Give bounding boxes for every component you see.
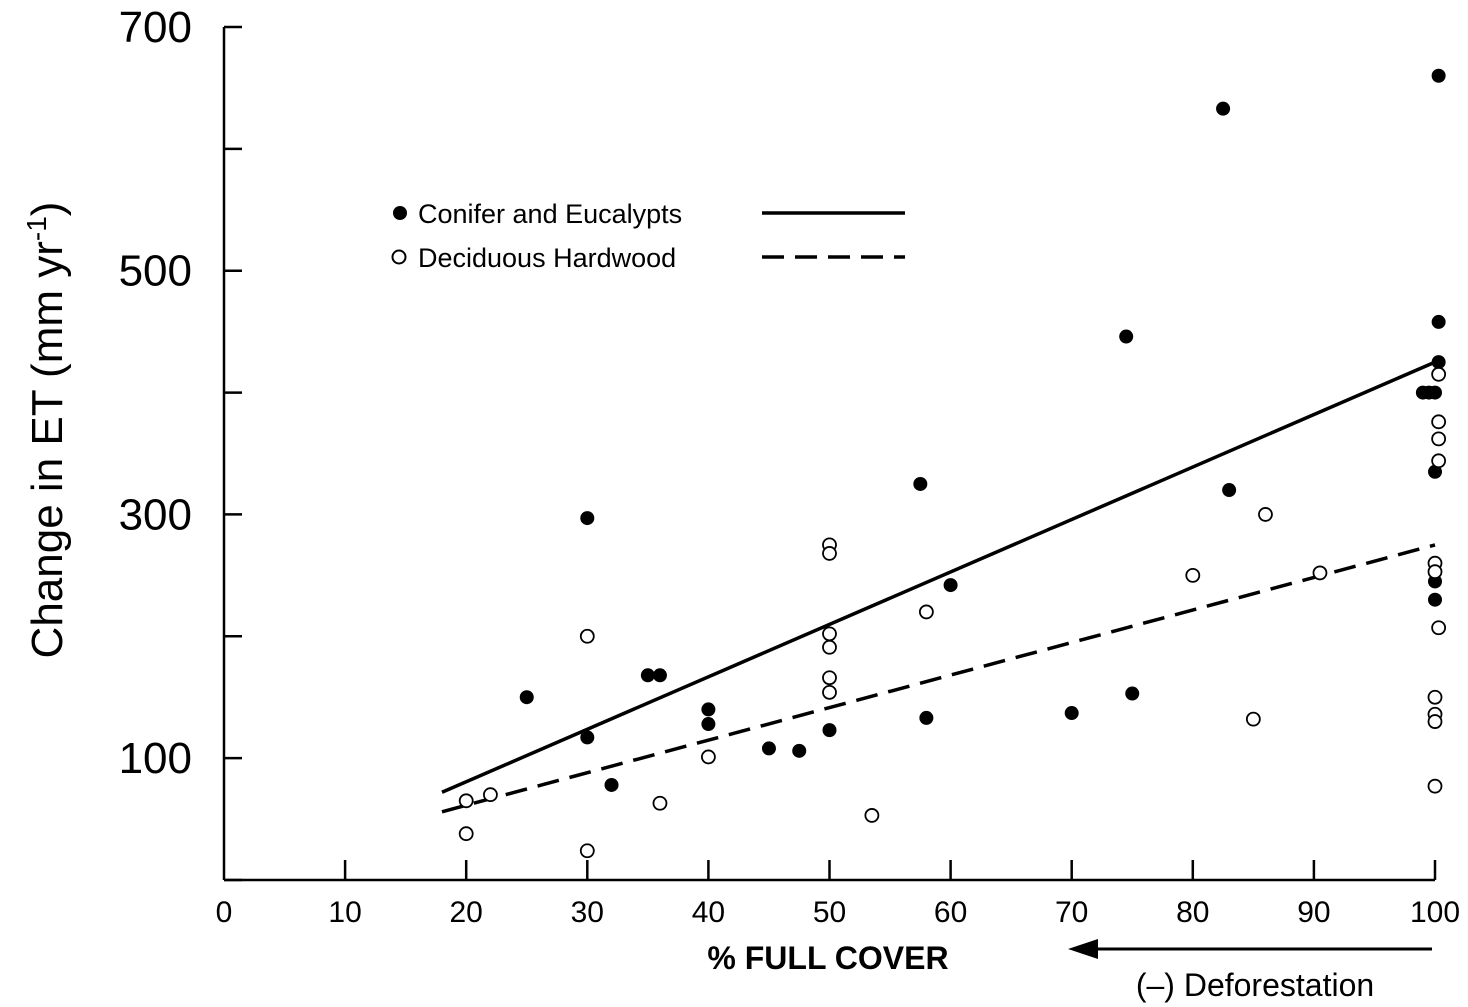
data-point-deciduous <box>822 684 837 700</box>
data-point-conifer <box>1428 464 1442 479</box>
y-tick-label: 500 <box>119 247 192 296</box>
legend-label-deciduous: Deciduous Hardwood <box>418 243 676 273</box>
data-point-deciduous <box>1312 565 1328 581</box>
data-point-deciduous <box>1427 714 1443 729</box>
x-tick-label: 40 <box>692 896 725 929</box>
data-point-conifer <box>1428 385 1442 400</box>
x-tick-label: 30 <box>571 896 604 929</box>
data-point-deciduous <box>918 604 934 620</box>
data-point-deciduous <box>1431 414 1447 430</box>
deforestation-annotation: (–) Deforestation <box>1068 939 1432 1003</box>
data-point-deciduous <box>1431 366 1447 382</box>
data-point-deciduous <box>822 670 837 686</box>
legend-label-conifer: Conifer and Eucalypts <box>418 199 682 229</box>
y-tick-label: 100 <box>119 734 192 783</box>
data-point-deciduous <box>579 628 595 644</box>
data-point-conifer <box>1431 68 1446 83</box>
data-point-conifer <box>519 690 534 705</box>
fit-line-deciduous <box>441 543 1436 814</box>
y-axis-title-close: ) <box>23 202 72 217</box>
data-point-conifer <box>1431 314 1446 329</box>
data-point-conifer <box>1428 592 1442 607</box>
x-axis-title: % FULL COVER <box>707 940 948 976</box>
x-tick-label: 10 <box>328 896 361 929</box>
data-point-conifer <box>701 702 716 717</box>
data-point-deciduous <box>652 795 668 811</box>
data-point-deciduous <box>1427 564 1443 580</box>
data-point-deciduous <box>1431 620 1447 636</box>
data-point-deciduous <box>458 793 474 809</box>
legend: Conifer and Eucalypts Deciduous Hardwood <box>391 199 905 273</box>
data-point-conifer <box>792 743 807 758</box>
legend-marker-open <box>391 249 407 265</box>
data-point-deciduous <box>1185 567 1201 583</box>
data-point-conifer <box>652 668 667 683</box>
legend-marker-filled <box>393 206 407 220</box>
data-point-conifer <box>604 777 619 792</box>
data-point-deciduous <box>458 826 474 842</box>
data-points <box>458 68 1447 859</box>
data-point-conifer <box>761 741 776 756</box>
data-point-conifer <box>701 717 716 732</box>
data-point-deciduous <box>1258 507 1273 522</box>
y-axis-title-main: Change in ET (mm yr <box>23 241 72 658</box>
data-point-conifer <box>580 511 595 526</box>
data-point-conifer <box>1222 483 1237 498</box>
data-point-deciduous <box>483 787 498 803</box>
data-point-conifer <box>943 578 958 593</box>
x-tick-label: 100 <box>1410 896 1460 929</box>
data-point-conifer <box>1064 706 1079 721</box>
data-point-deciduous <box>1427 778 1443 794</box>
data-point-conifer <box>1216 101 1231 116</box>
legend-item-conifer: Conifer and Eucalypts <box>393 199 905 229</box>
fit-line-conifer <box>441 360 1436 794</box>
x-tick-label: 70 <box>1055 896 1088 929</box>
data-point-deciduous <box>1431 431 1447 447</box>
y-tick-label: 700 <box>119 3 192 52</box>
y-axis-title: Change in ET (mm yr-1) <box>21 202 72 659</box>
axes: 100 300 500 700 0 10 20 30 40 50 60 70 80 90 100 <box>119 3 1460 929</box>
data-point-deciduous <box>1245 711 1261 727</box>
data-point-deciduous <box>822 546 837 561</box>
data-point-conifer <box>1119 329 1134 344</box>
y-axis-title-superscript: -1 <box>21 216 52 241</box>
x-tick-label: 0 <box>216 896 233 929</box>
y-tick-label: 300 <box>119 490 192 539</box>
data-point-deciduous <box>822 639 837 655</box>
deforestation-arrowhead <box>1068 939 1098 959</box>
data-point-conifer <box>1431 355 1446 370</box>
x-tick-label: 90 <box>1297 896 1330 929</box>
data-point-conifer <box>919 710 934 725</box>
legend-item-deciduous: Deciduous Hardwood <box>391 243 905 273</box>
x-tick-label: 80 <box>1176 896 1209 929</box>
fit-lines <box>441 360 1436 814</box>
data-point-deciduous <box>1427 689 1443 705</box>
data-point-conifer <box>1125 686 1140 701</box>
data-point-conifer <box>640 668 655 683</box>
data-point-deciduous <box>701 749 716 765</box>
data-point-deciduous <box>822 626 837 642</box>
data-point-deciduous <box>579 843 595 859</box>
x-tick-label: 20 <box>450 896 483 929</box>
data-point-deciduous <box>1431 453 1447 469</box>
x-tick-label: 60 <box>934 896 967 929</box>
data-point-conifer <box>822 723 837 738</box>
data-point-conifer <box>580 730 595 745</box>
data-point-conifer <box>913 476 928 491</box>
x-tick-label: 50 <box>813 896 846 929</box>
deforestation-label: (–) Deforestation <box>1136 967 1374 1003</box>
data-point-deciduous <box>864 808 880 823</box>
